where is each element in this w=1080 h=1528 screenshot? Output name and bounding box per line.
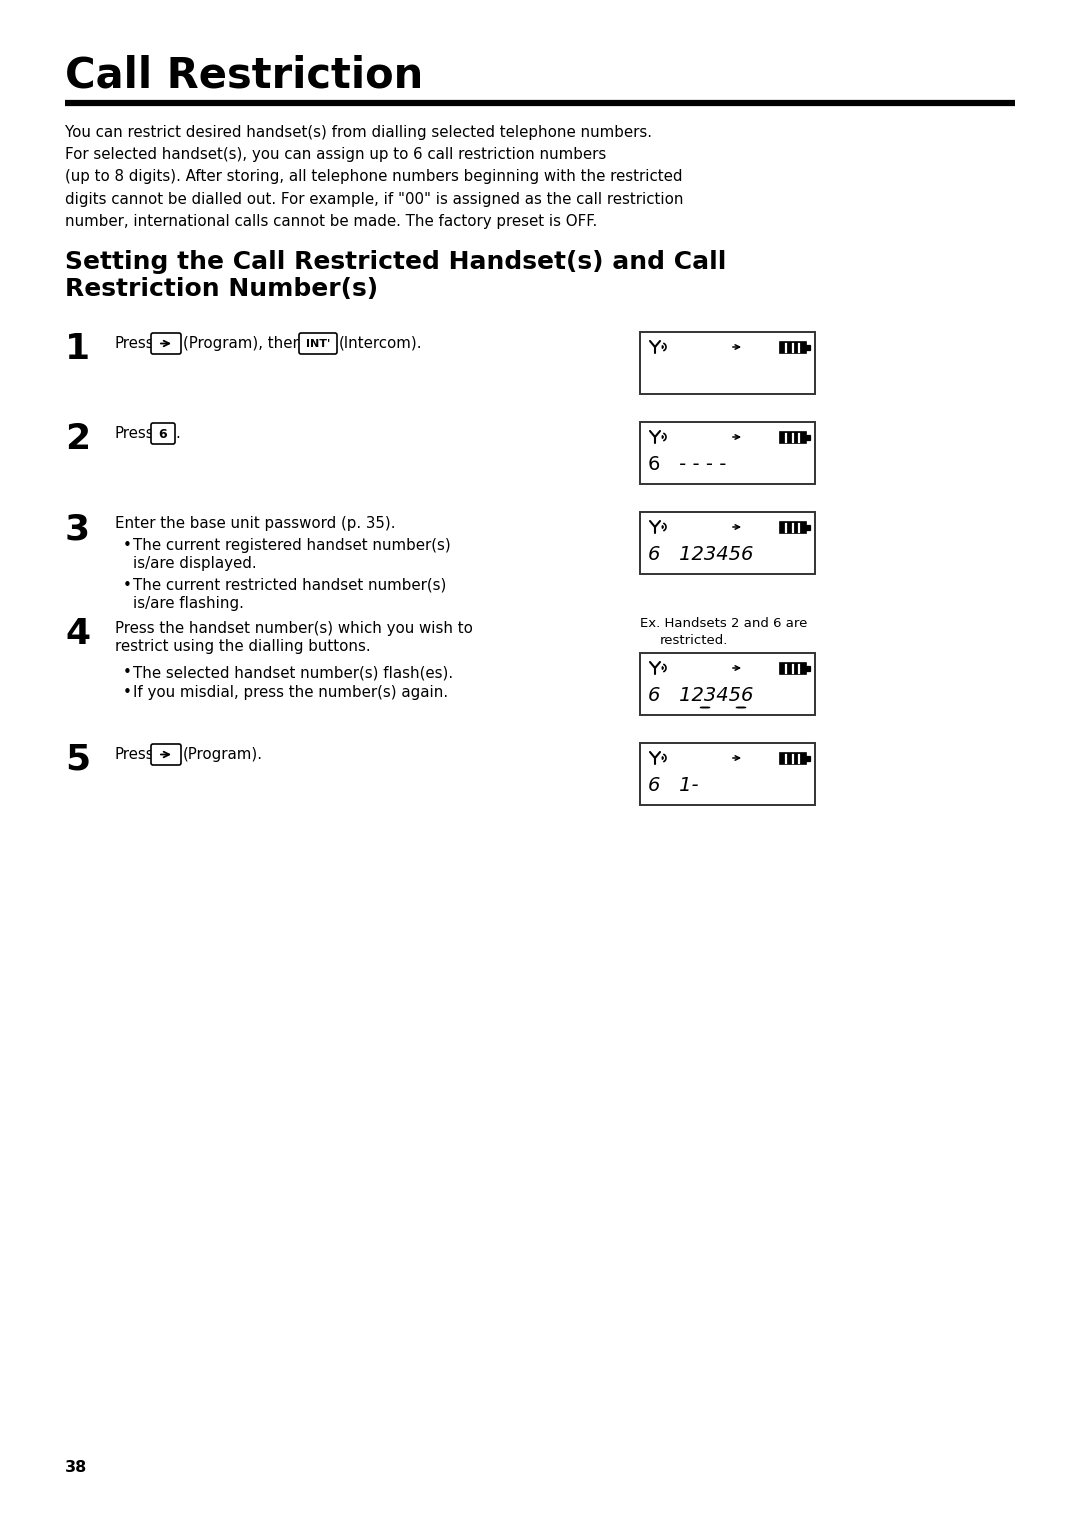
Bar (806, 435, 810, 440)
Bar (640, 743, 815, 805)
Text: The selected handset number(s) flash(es).: The selected handset number(s) flash(es)… (133, 665, 454, 680)
Text: The current registered handset number(s): The current registered handset number(s) (133, 538, 450, 553)
Bar (780, 663, 806, 674)
Bar (780, 753, 806, 764)
Text: 3: 3 (65, 512, 90, 545)
Text: INT': INT' (306, 339, 330, 348)
Text: You can restrict desired handset(s) from dialling selected telephone numbers.
Fo: You can restrict desired handset(s) from… (65, 125, 684, 229)
Text: 6   123456: 6 123456 (648, 545, 754, 564)
Text: Press the handset number(s) which you wish to: Press the handset number(s) which you wi… (114, 620, 473, 636)
Text: The current restricted handset number(s): The current restricted handset number(s) (133, 578, 446, 593)
Text: (Program).: (Program). (183, 747, 264, 762)
Text: •: • (123, 538, 132, 553)
Text: .: . (175, 426, 179, 442)
Bar (806, 756, 810, 761)
Text: Ex. Handsets 2 and 6 are: Ex. Handsets 2 and 6 are (640, 617, 808, 630)
Text: restrict using the dialling buttons.: restrict using the dialling buttons. (114, 639, 370, 654)
FancyBboxPatch shape (151, 423, 175, 445)
Text: (Intercom).: (Intercom). (339, 336, 422, 351)
Text: 5: 5 (65, 743, 90, 778)
Text: 6   1-: 6 1- (648, 776, 699, 795)
Text: •: • (123, 578, 132, 593)
Text: Restriction Number(s): Restriction Number(s) (65, 277, 378, 301)
Text: is/are flashing.: is/are flashing. (133, 596, 244, 611)
Bar (806, 345, 810, 350)
Bar (780, 432, 806, 443)
Bar (806, 666, 810, 671)
Bar (640, 422, 815, 484)
Text: 6   - - - -: 6 - - - - (648, 455, 727, 474)
Text: 6   123456: 6 123456 (648, 686, 754, 704)
Text: (Program), then: (Program), then (183, 336, 302, 351)
Text: 4: 4 (65, 617, 90, 651)
Bar (780, 523, 806, 533)
Text: Enter the base unit password (p. 35).: Enter the base unit password (p. 35). (114, 516, 395, 532)
FancyBboxPatch shape (151, 744, 181, 766)
Text: 2: 2 (65, 422, 90, 455)
Text: Call Restriction: Call Restriction (65, 55, 423, 96)
Bar (640, 652, 815, 715)
Text: If you misdial, press the number(s) again.: If you misdial, press the number(s) agai… (133, 685, 448, 700)
FancyBboxPatch shape (151, 333, 181, 354)
Text: is/are displayed.: is/are displayed. (133, 556, 257, 571)
Text: Press: Press (114, 426, 154, 442)
Text: 6: 6 (159, 428, 167, 440)
Text: 38: 38 (65, 1459, 87, 1475)
FancyBboxPatch shape (299, 333, 337, 354)
Text: restricted.: restricted. (660, 634, 728, 646)
Bar (640, 512, 815, 575)
Bar (780, 342, 806, 353)
Text: •: • (123, 685, 132, 700)
Text: Press: Press (114, 336, 154, 351)
Bar (806, 526, 810, 530)
Bar (640, 332, 815, 394)
Text: Setting the Call Restricted Handset(s) and Call: Setting the Call Restricted Handset(s) a… (65, 251, 727, 274)
Text: •: • (123, 665, 132, 680)
Text: 1: 1 (65, 332, 90, 367)
Text: Press: Press (114, 747, 154, 762)
